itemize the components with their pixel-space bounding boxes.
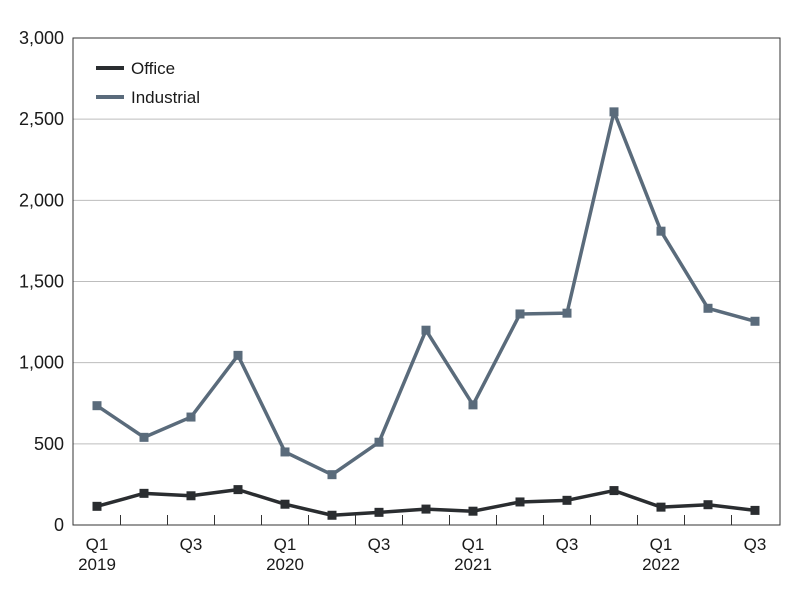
series-office: [92, 485, 760, 520]
x-tick-label-year: 2020: [266, 555, 304, 574]
data-point-office: [421, 504, 431, 514]
data-point-office: [280, 499, 290, 509]
data-point-office: [609, 486, 619, 496]
x-tick-label: Q1: [650, 535, 673, 554]
x-tick-label: Q3: [556, 535, 579, 554]
y-tick-label: 500: [34, 434, 64, 454]
data-point-industrial: [468, 400, 478, 410]
y-tick-label: 2,500: [19, 109, 64, 129]
data-point-industrial: [186, 412, 196, 422]
data-point-office: [703, 500, 713, 510]
x-tick-label-year: 2021: [454, 555, 492, 574]
x-tick-label-year: 2019: [78, 555, 116, 574]
y-tick-label: 3,000: [19, 28, 64, 48]
data-point-industrial: [139, 432, 149, 442]
data-point-office: [92, 501, 102, 511]
data-point-industrial: [703, 303, 713, 313]
x-tick-label: Q1: [86, 535, 109, 554]
y-tick-label: 2,000: [19, 190, 64, 210]
x-tick-label: Q3: [744, 535, 767, 554]
x-tick-label-year: 2022: [642, 555, 680, 574]
y-tick-label: 0: [54, 515, 64, 535]
x-tick-label: Q3: [180, 535, 203, 554]
legend: Office Industrial: [96, 59, 200, 107]
series-industrial: [92, 107, 760, 480]
data-point-office: [562, 495, 572, 505]
legend-item-office: Office: [96, 59, 175, 78]
legend-label: Industrial: [131, 88, 200, 107]
data-point-office: [750, 505, 760, 515]
data-point-office: [327, 510, 337, 520]
legend-item-industrial: Industrial: [96, 88, 200, 107]
y-tick-label: 1,500: [19, 272, 64, 292]
x-tick-label: Q1: [462, 535, 485, 554]
data-point-industrial: [374, 437, 384, 447]
data-point-industrial: [609, 107, 619, 117]
x-tick-label: Q1: [274, 535, 297, 554]
data-point-industrial: [750, 316, 760, 326]
y-tick-label: 1,000: [19, 353, 64, 373]
x-tick-label: Q3: [368, 535, 391, 554]
data-point-industrial: [562, 308, 572, 318]
data-point-industrial: [327, 470, 337, 480]
series-line-industrial: [96, 110, 756, 477]
data-point-industrial: [421, 325, 431, 335]
gridlines: [73, 118, 780, 445]
data-point-industrial: [515, 309, 525, 319]
data-point-office: [139, 488, 149, 498]
plot-frame: [72, 37, 781, 526]
data-point-office: [374, 507, 384, 517]
data-point-industrial: [656, 226, 666, 236]
data-point-office: [468, 506, 478, 516]
series-lines: [92, 107, 760, 520]
data-point-office: [186, 491, 196, 501]
data-point-industrial: [92, 401, 102, 411]
data-point-industrial: [280, 447, 290, 457]
y-axis: 0 500 1,000 1,500 2,000 2,500 3,000: [19, 28, 64, 535]
data-point-office: [656, 502, 666, 512]
data-point-industrial: [233, 350, 243, 360]
legend-label: Office: [131, 59, 175, 78]
data-point-office: [233, 485, 243, 495]
data-point-office: [515, 497, 525, 507]
